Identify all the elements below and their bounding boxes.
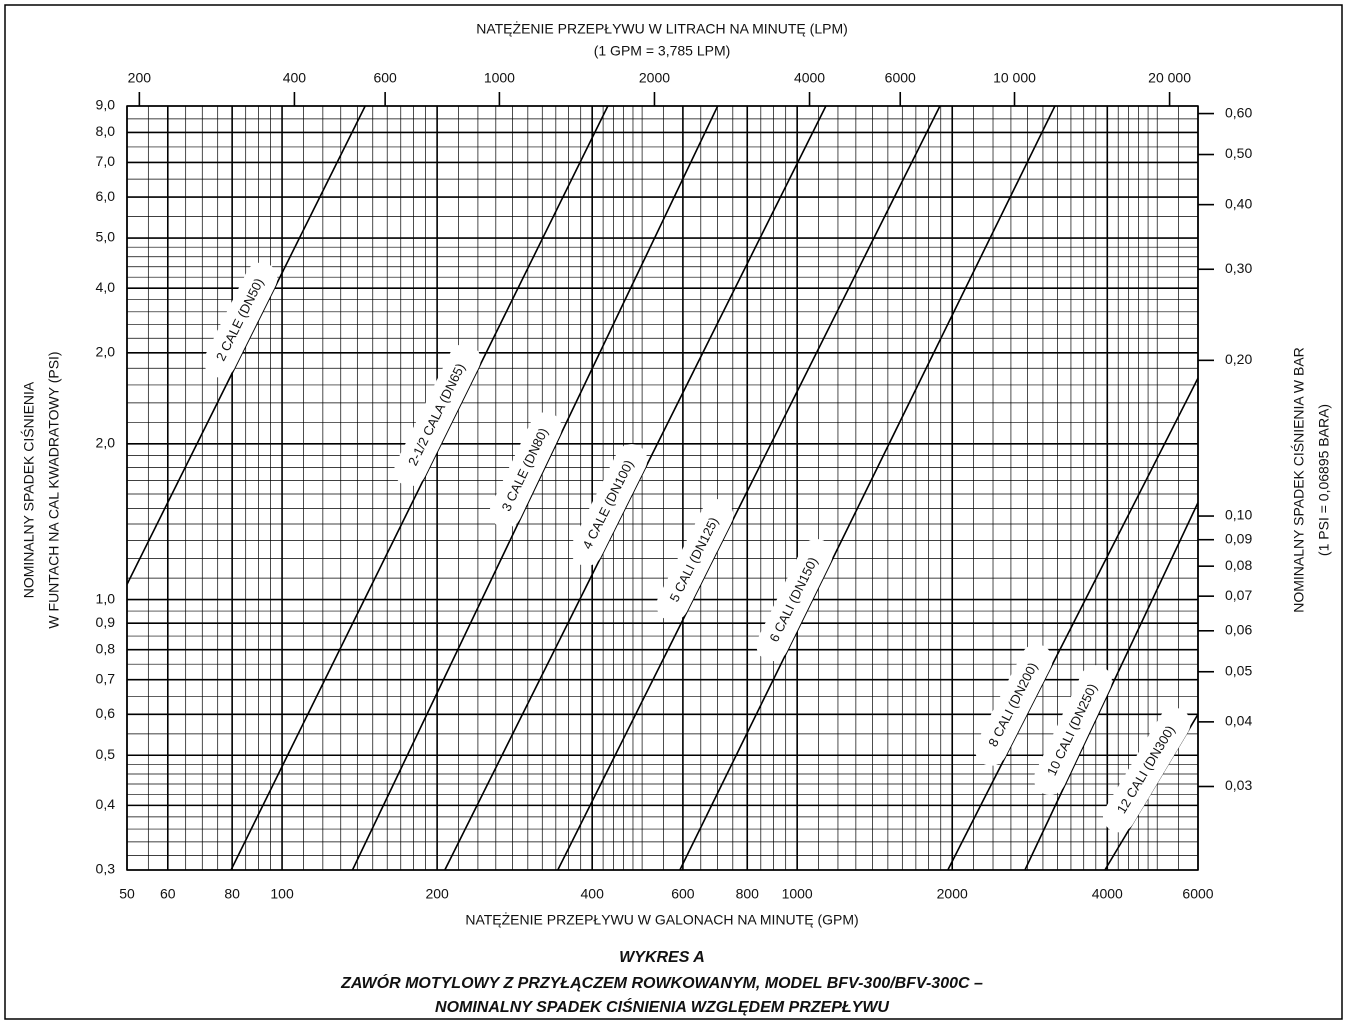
label-background — [570, 444, 648, 566]
x-tick-label: 6000 — [1182, 886, 1213, 902]
label-background — [1102, 707, 1191, 833]
x2-axis-label: NATĘŻENIE PRZEPŁYWU W LITRACH NA MINUTĘ … — [476, 20, 848, 37]
y-tick-label: 8,0 — [96, 123, 116, 139]
y-tick-label: 0,9 — [96, 614, 116, 630]
y-tick-label: 4,0 — [96, 279, 116, 295]
series-line — [230, 106, 609, 870]
y-tick-label: 2,0 — [96, 343, 116, 359]
x2-tick-label: 400 — [283, 70, 307, 86]
y-axis-label: W FUNTACH NA CAL KWADRATOWY (PSI) — [46, 351, 62, 628]
series-label: 5 CALI (DN125) — [656, 499, 734, 621]
frame — [4, 4, 1343, 1020]
chart-title: WYKRES A — [619, 949, 705, 966]
x2-axis-label: (1 GPM = 3,785 LPM) — [594, 43, 731, 59]
y-tick-label: 5,0 — [96, 229, 116, 245]
y-tick-label: 0,4 — [96, 796, 116, 812]
x-tick-label: 800 — [736, 886, 760, 902]
y2-tick-label: 0,10 — [1225, 507, 1252, 523]
y-tick-label: 2,0 — [96, 435, 116, 451]
series-line — [557, 106, 941, 870]
y2-tick-label: 0,05 — [1225, 662, 1252, 678]
y2-tick-label: 0,03 — [1225, 777, 1252, 793]
series-line — [947, 377, 1198, 870]
x2-tick-label: 20 000 — [1148, 70, 1191, 86]
chart-title: NOMINALNY SPADEK CIŚNIENIA WZGLĘDEM PRZE… — [435, 997, 889, 1016]
y-axis-label: NOMINALNY SPADEK CIŚNIENIA — [20, 381, 37, 598]
y-tick-label: 0,8 — [96, 640, 116, 656]
x2-tick-label: 600 — [373, 70, 397, 86]
series-line — [1024, 502, 1198, 870]
x-tick-label: 200 — [425, 886, 449, 902]
plot-border — [126, 105, 1199, 871]
y2-tick-label: 0,04 — [1225, 713, 1252, 729]
grid — [126, 105, 1199, 871]
y-tick-label: 1,0 — [96, 590, 116, 606]
series-line — [679, 106, 1056, 870]
x-tick-label: 600 — [671, 886, 695, 902]
y-tick-label: 0,5 — [96, 746, 116, 762]
x2-tick-label: 4000 — [794, 70, 825, 86]
x2-tick-label: 2000 — [639, 70, 670, 86]
series-label: 4 CALE (DN100) — [570, 444, 648, 566]
y2-tick-label: 0,07 — [1225, 587, 1252, 603]
chart-title: ZAWÓR MOTYLOWY Z PRZYŁĄCZEM ROWKOWANYM, … — [340, 973, 983, 992]
label-background — [203, 262, 278, 378]
y2-tick-label: 0,09 — [1225, 530, 1252, 546]
x-tick-label: 50 — [119, 886, 135, 902]
series-label: 12 CALI (DN300) — [1102, 707, 1191, 833]
x-tick-label: 4000 — [1092, 886, 1123, 902]
x-tick-label: 60 — [160, 886, 176, 902]
label-background — [756, 538, 833, 662]
x-axis-label: NATĘŻENIE PRZEPŁYWU W GALONACH NA MINUTĘ… — [465, 911, 858, 928]
label-background — [974, 644, 1053, 766]
y2-axis-label: (1 PSI = 0,06895 BARA) — [1316, 404, 1332, 556]
label-background — [489, 412, 562, 528]
y2-tick-label: 0,30 — [1225, 260, 1252, 276]
series-line — [351, 106, 719, 870]
y-tick-label: 9,0 — [96, 97, 116, 113]
y2-axis-label: NOMINALNY SPADEK CIŚNIENIA W BAR — [1290, 347, 1307, 613]
y-tick-label: 0,7 — [96, 670, 116, 686]
y2-tick-label: 0,40 — [1225, 195, 1252, 211]
x-tick-label: 80 — [224, 886, 240, 902]
series-line — [127, 106, 366, 585]
y2-tick-label: 0,20 — [1225, 351, 1252, 367]
x2-tick-label: 1000 — [484, 70, 515, 86]
y-tick-label: 6,0 — [96, 188, 116, 204]
x-tick-label: 100 — [270, 886, 294, 902]
series-label: 8 CALI (DN200) — [974, 644, 1053, 766]
label-background — [1033, 665, 1112, 795]
x-tick-label: 400 — [581, 886, 605, 902]
y2-tick-label: 0,50 — [1225, 145, 1252, 161]
y2-tick-label: 0,08 — [1225, 557, 1252, 573]
y-tick-label: 0,6 — [96, 705, 116, 721]
series-line — [444, 106, 827, 870]
x2-tick-label: 200 — [128, 70, 152, 86]
label-background — [394, 343, 481, 487]
x-tick-label: 2000 — [937, 886, 968, 902]
label-background — [656, 499, 734, 621]
x2-tick-label: 10 000 — [993, 70, 1036, 86]
x2-tick-label: 6000 — [885, 70, 916, 86]
series-label: 3 CALE (DN80) — [489, 412, 562, 528]
y2-tick-label: 0,60 — [1225, 104, 1252, 120]
x-tick-label: 1000 — [782, 886, 813, 902]
series-lines — [127, 106, 1198, 870]
y2-tick-label: 0,06 — [1225, 621, 1252, 637]
y-tick-label: 7,0 — [96, 153, 116, 169]
y-tick-label: 0,3 — [96, 861, 116, 877]
series-label: 2 CALE (DN50) — [203, 262, 278, 378]
